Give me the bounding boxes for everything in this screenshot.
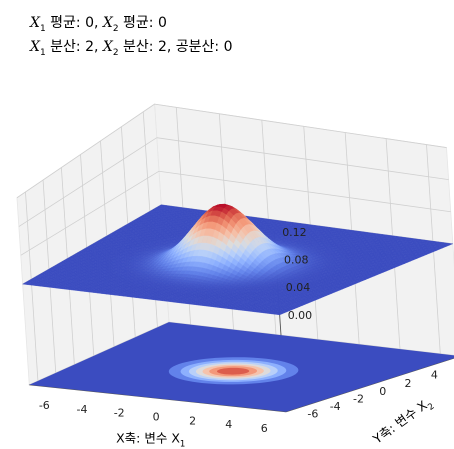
y-tick-label: 2: [405, 377, 412, 390]
x-axis-label: X축: 변수 X1: [116, 431, 185, 449]
x-tick-label: -4: [77, 403, 88, 416]
z-tick-label: 0.08: [284, 254, 309, 267]
z-tick-label: 0.12: [282, 226, 307, 239]
y-tick-label: -6: [307, 407, 318, 420]
grid-line-z-back: [154, 103, 447, 148]
y-tick-label: -2: [353, 393, 364, 406]
grid-line-z-side: [16, 103, 155, 199]
y-axis-label: Y축: 변수 X2: [369, 394, 436, 449]
contour-projection: [29, 322, 454, 412]
grid-line-z-side: [18, 137, 157, 227]
grid-line-z-side: [29, 321, 170, 386]
y-tick-label: 0: [379, 385, 386, 398]
grid-line-y-wall: [25, 191, 39, 381]
x-tick-label: 4: [225, 418, 232, 431]
y-tick-label: 4: [431, 369, 438, 382]
x-tick-label: -6: [39, 399, 50, 412]
z-tick-label: 0.00: [288, 309, 313, 322]
y-tick-label: -4: [330, 400, 341, 413]
x-tick-label: -2: [114, 407, 125, 420]
grid-line-z-back: [158, 170, 451, 213]
x-tick-label: 0: [153, 411, 160, 424]
x-tick-label: 6: [261, 422, 268, 435]
chart-title-line1: X1 평균: 0, X2 평균: 0: [30, 15, 167, 34]
grid-line-z-side: [20, 170, 160, 256]
chart-title-line2: X1 분산: 2, X2 분산: 2, 공분산: 0: [30, 39, 233, 58]
contour-level: [217, 367, 250, 375]
grid-line-z-back: [156, 137, 449, 181]
z-tick-label: 0.04: [286, 281, 311, 294]
x-tick-label: 2: [189, 414, 196, 427]
surface-mesh: [22, 203, 454, 316]
